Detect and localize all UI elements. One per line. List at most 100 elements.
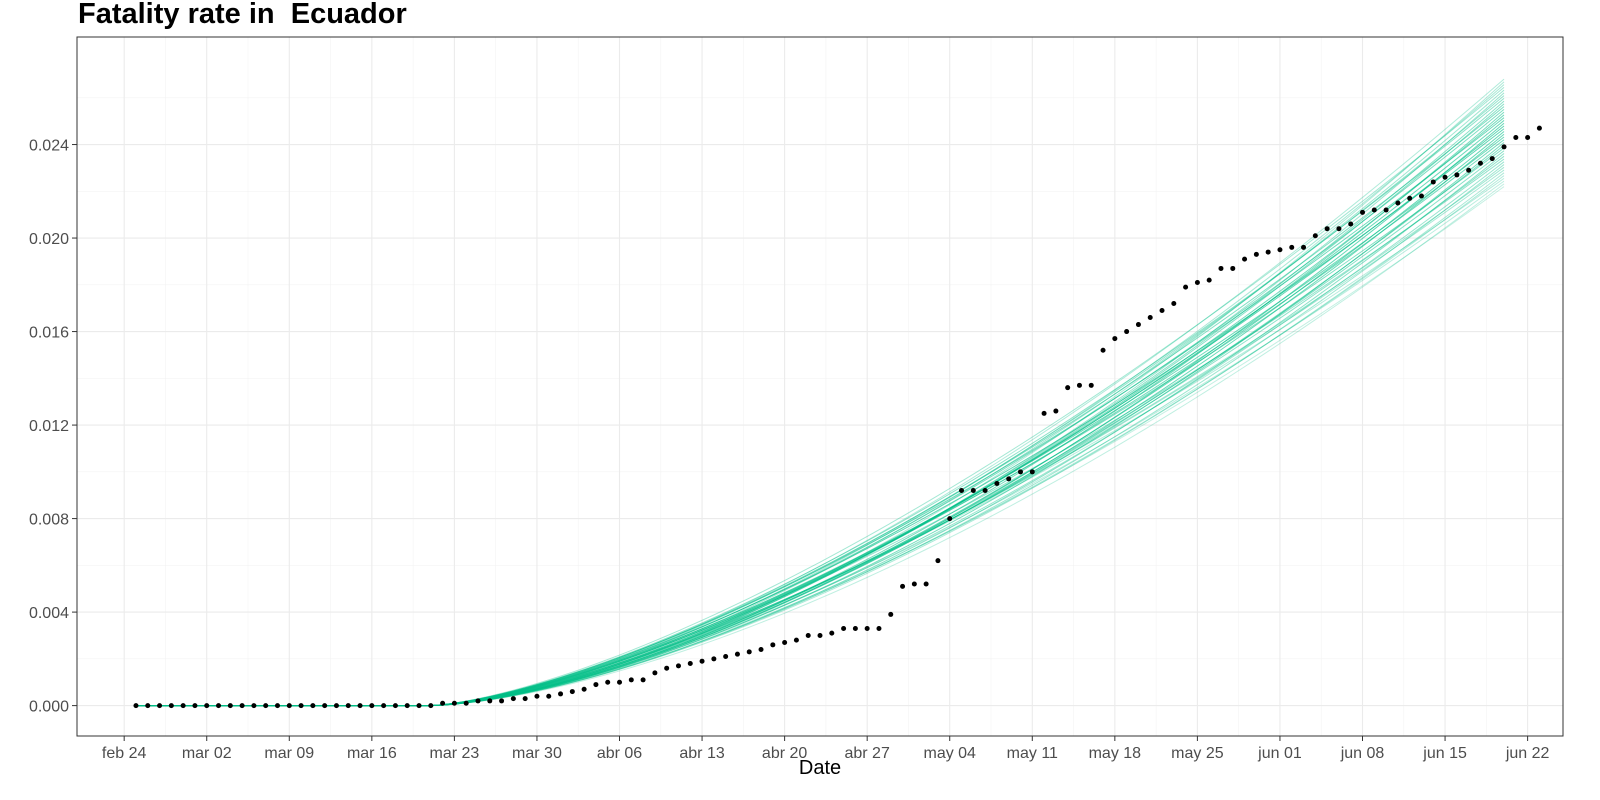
observed-point (1501, 144, 1507, 150)
observed-point (1536, 125, 1542, 131)
observed-point (404, 703, 410, 709)
observed-point (1112, 336, 1118, 342)
x-tick-label: may 11 (1007, 745, 1058, 762)
observed-point (652, 670, 658, 676)
observed-point (1360, 209, 1366, 215)
x-tick-label: abr 13 (679, 745, 724, 762)
x-tick-label: may 18 (1089, 745, 1142, 762)
observed-point (451, 700, 457, 706)
observed-point (1466, 167, 1472, 173)
observed-point (1253, 251, 1259, 257)
x-tick-label: may 25 (1171, 745, 1224, 762)
y-axis: 0.000 0.004 0.008 0.012 0.016 0.020 0.024 (29, 138, 77, 716)
simulated-line (135, 164, 1505, 707)
observed-point (1183, 284, 1189, 290)
observed-point (1301, 244, 1307, 250)
observed-point (911, 581, 917, 587)
x-tick-label: mar 16 (347, 745, 397, 762)
observed-point (1124, 329, 1130, 335)
simulated-line (135, 114, 1505, 707)
observed-point (1395, 200, 1401, 206)
observed-point (982, 488, 988, 494)
observed-point (1065, 385, 1071, 391)
simulated-line (135, 122, 1505, 707)
simulated-line (135, 131, 1505, 707)
x-tick-label: jun 08 (1340, 745, 1385, 762)
x-tick-label: abr 06 (597, 745, 642, 762)
x-tick-label: mar 02 (182, 745, 232, 762)
x-tick-label: may 04 (923, 745, 976, 762)
observed-point (581, 686, 587, 692)
observed-point (888, 611, 894, 617)
observed-point (1194, 279, 1200, 285)
observed-point (499, 698, 505, 704)
observed-point (1525, 135, 1531, 141)
observed-point (1006, 476, 1012, 482)
observed-point (640, 677, 646, 683)
observed-point (1147, 315, 1153, 321)
observed-point (1076, 382, 1082, 388)
simulated-line (135, 150, 1505, 707)
observed-point (723, 654, 729, 660)
observed-point (687, 661, 693, 667)
observed-point (770, 642, 776, 648)
observed-point (475, 698, 481, 704)
grid-minor (77, 37, 1563, 736)
x-tick-label: mar 09 (264, 745, 314, 762)
observed-point (1218, 265, 1224, 271)
observed-point (357, 703, 363, 709)
observed-point (1513, 135, 1519, 141)
x-tick-label: abr 27 (844, 745, 889, 762)
observed-point (1477, 160, 1483, 166)
observed-point (157, 703, 163, 709)
simulated-series (135, 78, 1505, 707)
observed-point (1277, 247, 1283, 253)
observed-point (440, 700, 446, 706)
observed-point (1324, 226, 1330, 232)
observed-point (569, 689, 575, 695)
simulated-line (135, 117, 1505, 707)
x-tick-label: jun 15 (1422, 745, 1467, 762)
observed-point (1017, 469, 1023, 475)
observed-point (817, 632, 823, 638)
observed-point (1312, 233, 1318, 239)
observed-point (746, 649, 752, 655)
observed-point (734, 651, 740, 657)
y-tick-label: 0.016 (29, 325, 69, 342)
observed-point (782, 639, 788, 645)
observed-point (923, 581, 929, 587)
observed-point (1171, 301, 1177, 307)
simulated-line (135, 161, 1505, 707)
observed-point (392, 703, 398, 709)
observed-point (617, 679, 623, 685)
simulated-line (135, 89, 1505, 707)
observed-point (534, 693, 540, 699)
panel-border (76, 36, 1564, 737)
grid-major (77, 37, 1563, 736)
simulated-line (135, 133, 1505, 707)
observed-point (1336, 226, 1342, 232)
observed-point (1371, 207, 1377, 213)
simulated-line (135, 106, 1505, 707)
observed-point (310, 703, 316, 709)
observed-point (345, 703, 351, 709)
simulated-line (135, 78, 1505, 707)
observed-point (204, 703, 210, 709)
y-tick-label: 0.020 (29, 231, 69, 248)
observed-point (322, 703, 328, 709)
observed-point (1454, 172, 1460, 178)
simulated-line (135, 109, 1505, 707)
observed-point (546, 693, 552, 699)
simulated-line (135, 139, 1505, 707)
observed-point (381, 703, 387, 709)
observed-point (1289, 244, 1295, 250)
simulated-line (135, 125, 1505, 707)
x-tick-label: mar 23 (429, 745, 479, 762)
observed-point (428, 703, 434, 709)
y-tick-label: 0.024 (29, 138, 69, 155)
observed-point (168, 703, 174, 709)
observed-point (1407, 195, 1413, 201)
observed-point (1053, 408, 1059, 414)
observed-point (286, 703, 292, 709)
x-tick-label: abr 20 (762, 745, 807, 762)
